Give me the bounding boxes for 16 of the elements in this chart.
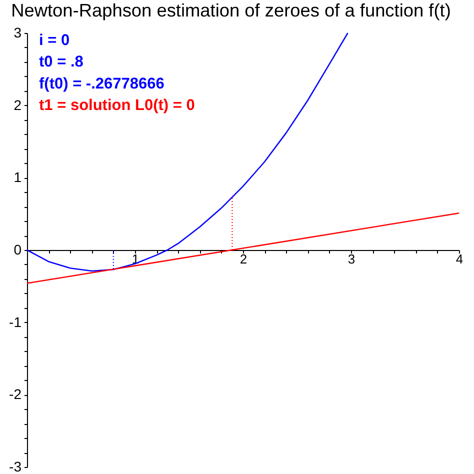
annotation: t1 = solution L0(t) = 0 [39,97,195,114]
y-tick-label: -2 [9,386,22,402]
chart-title: Newton-Raphson estimation of zeroes of a function f(t) [11,0,451,20]
y-tick-label: -3 [9,458,22,474]
x-tick-label: 2 [240,252,248,266]
x-tick-label: 3 [348,252,356,266]
annotation: i = 0 [39,32,70,49]
annotation: f(t0) = -.26778666 [39,75,165,92]
y-tick-label: 0 [14,242,22,258]
x-tick-label: 4 [456,252,464,266]
y-tick-label: 1 [14,169,22,186]
y-tick-label: -1 [9,314,22,330]
line-series [26,32,348,272]
y-tick-label: 2 [14,96,22,113]
annotation: t0 = .8 [39,54,84,71]
y-tick-label: 3 [14,24,22,40]
